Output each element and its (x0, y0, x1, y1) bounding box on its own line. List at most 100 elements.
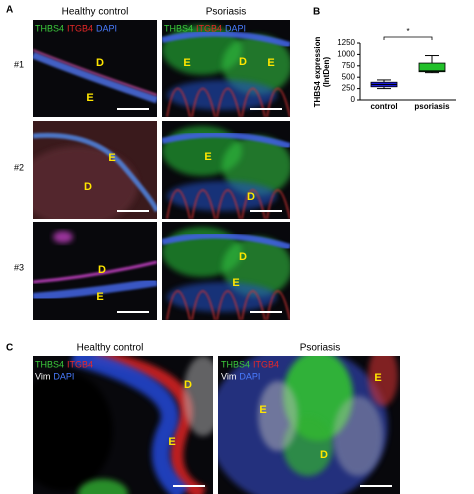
y-tick-label: 1250 (337, 38, 355, 47)
column-header: Psoriasis (300, 343, 341, 354)
region-label: D (98, 264, 106, 276)
region-label: D (247, 191, 255, 203)
tissue (258, 381, 298, 451)
tissue (33, 49, 157, 96)
y-tick-label: 750 (342, 61, 356, 70)
micrograph (33, 20, 157, 117)
tissue (33, 278, 157, 301)
channel-label: THBS4 (35, 359, 64, 369)
tissue (33, 51, 157, 104)
region-label: E (183, 57, 190, 69)
channel-label: DAPI (239, 371, 260, 381)
region-label: E (96, 291, 103, 303)
y-tick-label: 500 (342, 72, 356, 81)
region-label: E (86, 92, 93, 104)
channel-label: ITGB4 (196, 23, 222, 33)
column-header: Healthy control (62, 7, 129, 18)
channel-label: ITGB4 (253, 359, 279, 369)
tissue (216, 189, 241, 219)
channel-label: DAPI (225, 23, 246, 33)
tissue (191, 87, 216, 117)
tissue (166, 87, 191, 117)
tissue (241, 290, 266, 320)
micrograph-bg (33, 20, 157, 117)
tissue (53, 231, 73, 243)
micrograph (33, 356, 213, 494)
tissue (166, 189, 191, 219)
tissue (191, 189, 216, 219)
micrograph-bg (33, 222, 157, 320)
region-label: E (232, 277, 239, 289)
tissue (222, 237, 290, 297)
micrograph (162, 121, 290, 219)
tissue (222, 35, 290, 95)
tissue (166, 290, 191, 320)
channel-label: ITGB4 (67, 359, 93, 369)
region-label: E (267, 57, 274, 69)
micrograph (162, 20, 290, 117)
significance-bracket (383, 36, 433, 40)
tissue (191, 290, 216, 320)
region-label: D (96, 57, 104, 69)
column-header: Psoriasis (206, 7, 247, 18)
y-tick-label: 0 (351, 95, 356, 104)
x-tick-label: control (370, 102, 397, 111)
tissue (33, 146, 138, 219)
region-label: E (108, 152, 115, 164)
box (418, 62, 446, 73)
row-label: #2 (14, 162, 24, 172)
region-label: D (184, 379, 192, 391)
tissue (266, 87, 290, 117)
tissue (266, 290, 290, 320)
tissue (216, 290, 241, 320)
tissue (33, 260, 157, 284)
region-label: D (84, 181, 92, 193)
region-label: D (239, 251, 247, 263)
region-label: D (320, 449, 328, 461)
y-axis-label: (IntDen) (322, 57, 331, 88)
micrograph (33, 121, 157, 219)
tissue (162, 232, 290, 250)
tissue (183, 356, 213, 436)
y-tick-label: 1000 (337, 50, 355, 59)
channel-label: THBS4 (221, 359, 250, 369)
x-tick-label: psoriasis (414, 102, 450, 111)
micrograph (162, 222, 290, 320)
region-label: E (204, 151, 211, 163)
y-tick-label: 250 (342, 84, 356, 93)
channel-label: THBS4 (35, 23, 64, 33)
tissue (162, 131, 290, 149)
panel-label: A (6, 5, 13, 16)
tissue (266, 189, 290, 219)
tissue (241, 87, 266, 117)
channel-label: THBS4 (164, 23, 193, 33)
region-label: E (168, 436, 175, 448)
panel-label: C (6, 343, 13, 354)
tissue (222, 136, 290, 196)
tissue (333, 396, 383, 476)
tissue (33, 132, 157, 213)
region-label: E (259, 404, 266, 416)
tissue (241, 189, 266, 219)
channel-label: DAPI (53, 371, 74, 381)
significance-label: * (406, 27, 409, 36)
tissue (368, 356, 398, 406)
tissue (78, 479, 128, 494)
micrograph (218, 356, 400, 494)
panel-label: B (313, 7, 320, 18)
channel-label: Vim (35, 371, 50, 381)
row-label: #3 (14, 262, 24, 272)
channel-label: DAPI (96, 23, 117, 33)
tissue (91, 356, 207, 494)
channel-label: ITGB4 (67, 23, 93, 33)
channel-label: Vim (221, 371, 236, 381)
column-header: Healthy control (77, 343, 144, 354)
tissue (162, 30, 290, 48)
tissue (216, 87, 241, 117)
row-label: #1 (14, 59, 24, 69)
region-label: E (374, 372, 381, 384)
tissue (70, 356, 189, 494)
tissue (33, 371, 113, 491)
